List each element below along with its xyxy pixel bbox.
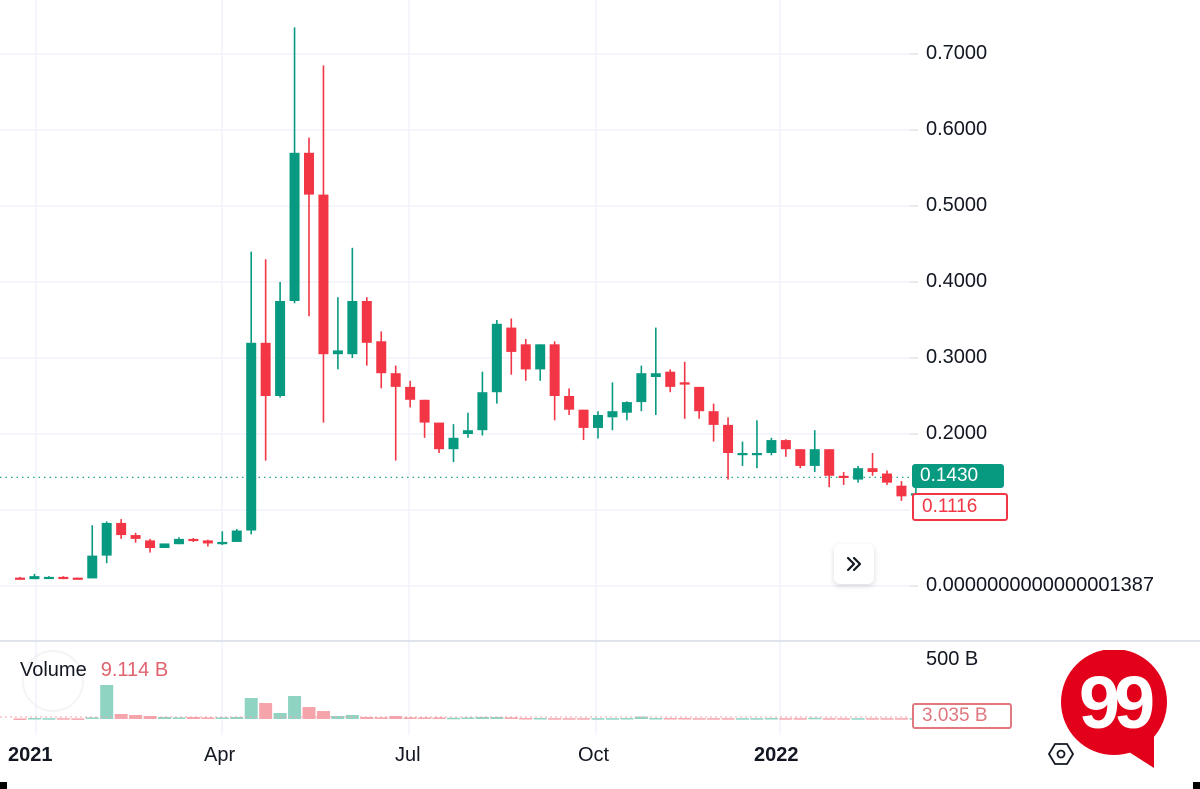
price-tick-5: 0.2000 [926,422,988,444]
price-tick-4: 0.3000 [926,346,988,368]
volume-axis-tick: 500 B [926,648,979,670]
current-price-tag: 0.1430 [912,464,1004,488]
volume-legend: Volume 9.114 B [20,659,168,682]
time-tick-apr: Apr [204,744,236,766]
last-price-tag: 0.1116 [912,493,1008,521]
scroll-to-realtime-button[interactable] [834,544,874,584]
double-chevron-right-icon [846,556,862,572]
tradingview-logo-icon [22,650,84,712]
price-tick-1: 0.6000 [926,118,988,140]
corner-marker-right [1193,782,1200,789]
price-tick-6: 0.0000000000000001387 [926,574,1155,596]
last-volume-tag: 3.035 B [912,703,1012,729]
time-tick-2022: 2022 [754,744,799,766]
price-tick-0: 0.7000 [926,42,988,64]
corner-marker-left [0,782,7,789]
badge-text: 99 [1079,661,1153,744]
price-tick-3: 0.4000 [926,270,988,292]
volume-value: 9.114 B [100,659,169,681]
99-badge-logo-icon: 99 [1061,650,1167,768]
volume-label: Volume [20,659,87,681]
price-tick-2: 0.5000 [926,194,988,216]
settings-hexagon-icon[interactable] [1048,741,1074,767]
time-tick-oct: Oct [578,744,610,766]
time-tick-2021: 2021 [8,744,53,766]
time-tick-jul: Jul [395,744,421,766]
